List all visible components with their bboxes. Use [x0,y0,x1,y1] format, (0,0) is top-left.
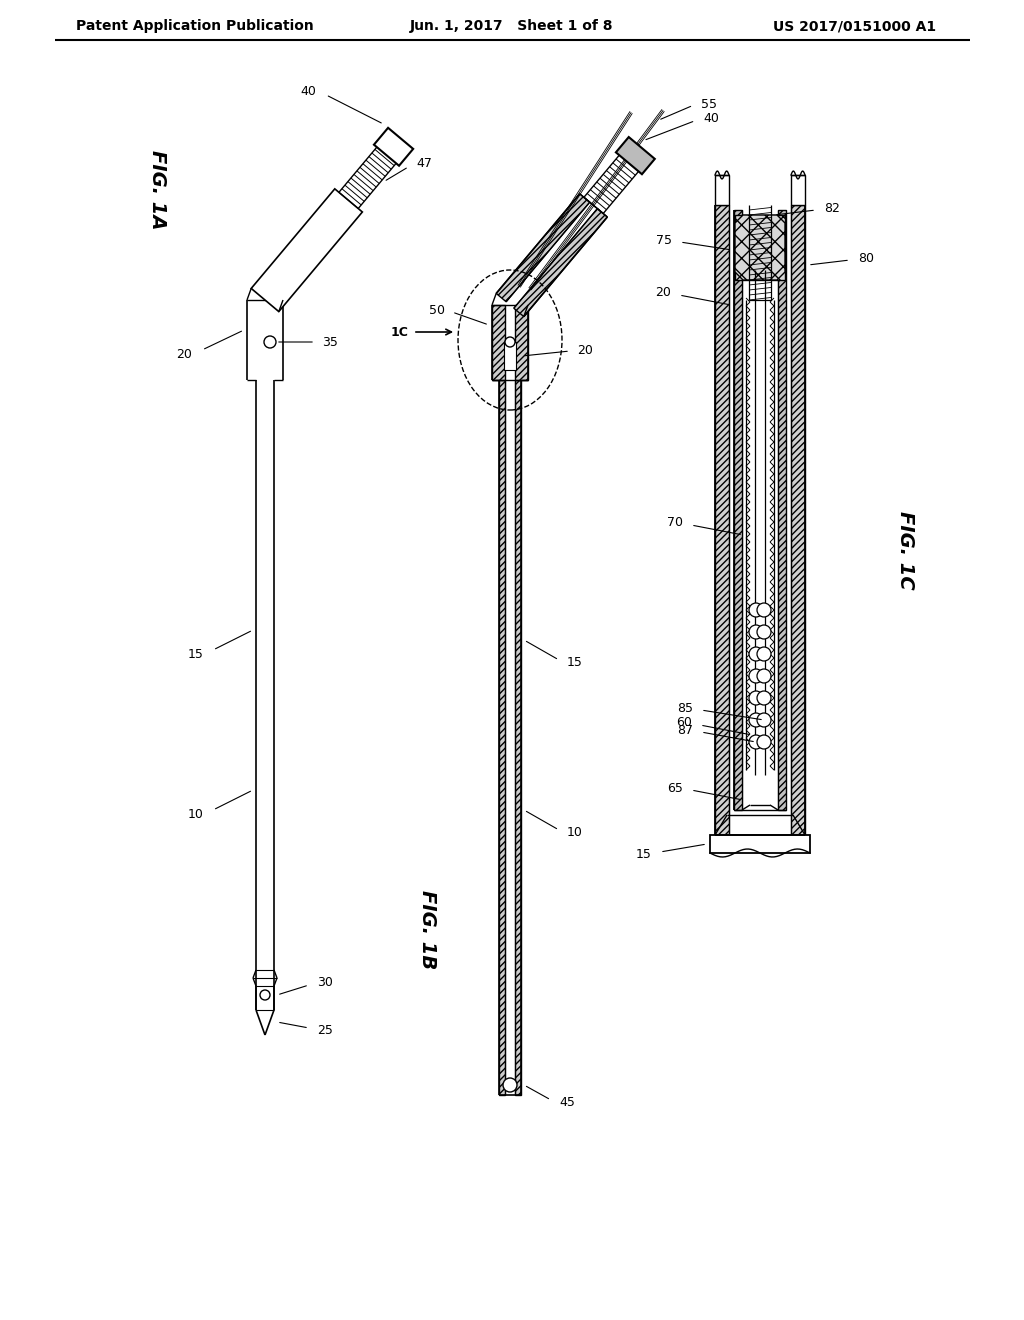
Polygon shape [791,205,805,836]
Text: 30: 30 [317,977,333,990]
Text: 15: 15 [567,656,583,669]
Circle shape [757,624,771,639]
Text: 82: 82 [824,202,840,214]
Circle shape [749,735,763,748]
Circle shape [749,603,763,616]
Circle shape [757,735,771,748]
Polygon shape [515,380,521,1096]
Polygon shape [615,137,654,174]
Text: 20: 20 [655,286,671,300]
Text: 70: 70 [667,516,683,529]
Polygon shape [497,194,590,302]
Text: 75: 75 [656,235,672,248]
Text: 87: 87 [677,723,693,737]
Text: 80: 80 [858,252,874,264]
Circle shape [264,337,276,348]
Circle shape [749,690,763,705]
Bar [715,176,729,205]
Polygon shape [715,205,729,836]
Circle shape [505,337,515,347]
Text: 55: 55 [701,98,717,111]
Text: 10: 10 [188,808,204,821]
Polygon shape [735,215,785,280]
Circle shape [757,690,771,705]
Circle shape [503,1078,517,1092]
Circle shape [260,990,270,1001]
Polygon shape [515,305,528,380]
Polygon shape [492,305,505,380]
Text: 20: 20 [176,348,193,362]
Polygon shape [251,189,362,312]
Circle shape [757,713,771,727]
Polygon shape [514,209,607,317]
Text: Jun. 1, 2017   Sheet 1 of 8: Jun. 1, 2017 Sheet 1 of 8 [411,18,613,33]
Text: 40: 40 [300,86,315,98]
Text: 47: 47 [417,157,432,170]
Text: 20: 20 [577,343,593,356]
Text: 65: 65 [667,781,683,795]
Circle shape [749,624,763,639]
Text: 15: 15 [188,648,204,660]
Circle shape [749,669,763,682]
Circle shape [757,669,771,682]
Text: 25: 25 [317,1023,333,1036]
Polygon shape [374,128,413,166]
Text: 50: 50 [429,304,445,317]
Text: FIG. 1B: FIG. 1B [419,891,437,970]
Polygon shape [778,210,786,810]
Bar [791,176,805,205]
Circle shape [749,647,763,661]
Circle shape [757,603,771,616]
Polygon shape [734,210,742,810]
Text: 60: 60 [676,717,692,730]
Bar [710,836,810,853]
Text: US 2017/0151000 A1: US 2017/0151000 A1 [773,18,937,33]
Text: FIG. 1C: FIG. 1C [896,511,914,589]
Circle shape [749,713,763,727]
Text: 35: 35 [322,335,338,348]
Text: 15: 15 [636,847,652,861]
Text: 10: 10 [567,826,583,840]
Text: 40: 40 [703,112,719,125]
Bar [504,342,516,370]
Text: Patent Application Publication: Patent Application Publication [76,18,314,33]
Circle shape [757,647,771,661]
Text: 45: 45 [559,1097,574,1110]
Text: FIG. 1A: FIG. 1A [148,150,168,230]
Text: 85: 85 [677,701,693,714]
Text: 1C: 1C [390,326,408,338]
Polygon shape [499,380,505,1096]
Polygon shape [735,215,785,280]
